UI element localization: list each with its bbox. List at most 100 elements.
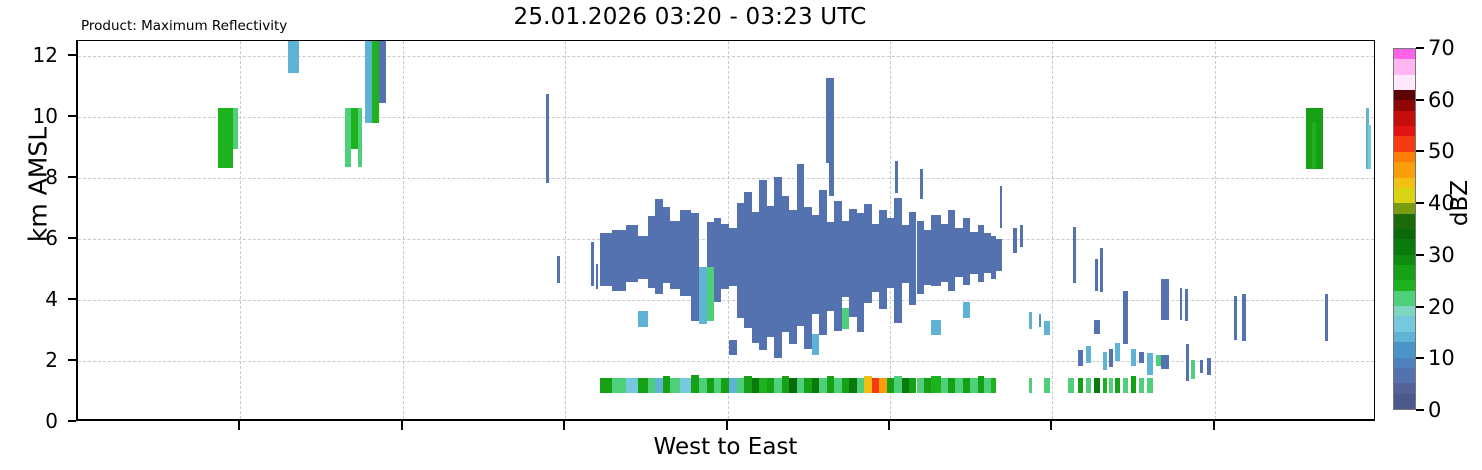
reflectivity-column-segment bbox=[826, 376, 834, 394]
reflectivity-column-segment bbox=[955, 228, 963, 278]
reflectivity-column-segment bbox=[856, 213, 864, 333]
colorbar-tick-label: 0 bbox=[1428, 398, 1442, 422]
reflectivity-column-segment bbox=[611, 229, 627, 291]
reflectivity-column-segment bbox=[895, 161, 898, 194]
colorbar-tick-label: 60 bbox=[1428, 87, 1455, 112]
reflectivity-column-segment bbox=[878, 377, 887, 394]
reflectivity-column-segment bbox=[626, 225, 638, 282]
reflectivity-column-segment bbox=[1312, 121, 1316, 169]
reflectivity-column-segment bbox=[767, 205, 775, 337]
reflectivity-column-segment bbox=[637, 310, 648, 328]
reflectivity-column-segment bbox=[713, 217, 721, 302]
reflectivity-column-segment bbox=[962, 377, 971, 394]
reflectivity-column-segment bbox=[871, 223, 879, 293]
colorbar-band bbox=[1394, 254, 1415, 265]
reflectivity-column-segment bbox=[886, 377, 894, 394]
y-tick-label: 10 bbox=[32, 104, 58, 129]
x-tick-mark bbox=[887, 421, 890, 430]
colorbar-tick-mark bbox=[1416, 409, 1424, 411]
y-axis-labels: 0 2 4 6 8 10 12 bbox=[0, 40, 76, 433]
colorbar-band bbox=[1394, 136, 1415, 152]
y-tick-label: 8 bbox=[45, 165, 58, 190]
reflectivity-column-segment bbox=[990, 236, 997, 279]
colorbar-band bbox=[1394, 383, 1415, 394]
reflectivity-column-segment bbox=[804, 377, 812, 394]
reflectivity-column-segment bbox=[378, 41, 387, 104]
reflectivity-column-segment bbox=[916, 377, 924, 394]
reflectivity-column-segment bbox=[996, 239, 1002, 272]
y-tick-mark bbox=[68, 237, 76, 240]
colorbar-band bbox=[1394, 280, 1415, 291]
colorbar-band bbox=[1394, 367, 1415, 384]
reflectivity-column-segment bbox=[796, 164, 805, 326]
x-tick-mark bbox=[238, 421, 241, 430]
reflectivity-column-segment bbox=[955, 377, 963, 394]
reflectivity-column-segment bbox=[1241, 293, 1246, 342]
reflectivity-column-segment bbox=[811, 214, 820, 314]
colorbar-band bbox=[1394, 90, 1415, 101]
reflectivity-column-segment bbox=[916, 220, 924, 294]
reflectivity-column-segment bbox=[841, 377, 849, 394]
plot-area bbox=[76, 40, 1375, 421]
y-tick-label: 12 bbox=[32, 43, 58, 68]
reflectivity-column-segment bbox=[1161, 354, 1170, 369]
x-tick-mark bbox=[400, 421, 403, 430]
colorbar-band bbox=[1394, 265, 1415, 281]
reflectivity-column-segment bbox=[744, 191, 753, 328]
reflectivity-column-segment bbox=[901, 377, 909, 394]
colorbar-band bbox=[1394, 59, 1415, 75]
reflectivity-column-segment bbox=[804, 207, 812, 349]
product-label: Product: Maximum Reflectivity bbox=[81, 18, 288, 34]
reflectivity-column-segment bbox=[1325, 293, 1328, 342]
colorbar-band bbox=[1394, 177, 1415, 188]
colorbar-tick-label: 50 bbox=[1428, 139, 1455, 164]
reflectivity-column-segment bbox=[1147, 353, 1153, 375]
reflectivity-column-segment bbox=[789, 210, 797, 345]
reflectivity-column-segment bbox=[931, 319, 941, 336]
reflectivity-column-segment bbox=[940, 377, 949, 394]
y-tick-label: 6 bbox=[45, 226, 58, 251]
reflectivity-column-segment bbox=[1102, 351, 1108, 371]
colorbar-band bbox=[1394, 213, 1415, 229]
reflectivity-column-segment bbox=[984, 233, 991, 273]
reflectivity-column-segment bbox=[1191, 359, 1196, 380]
colorbar-band bbox=[1394, 229, 1415, 240]
reflectivity-column-segment bbox=[1131, 376, 1137, 394]
reflectivity-column-segment bbox=[893, 197, 902, 323]
reflectivity-column-segment bbox=[637, 236, 648, 279]
reflectivity-column-segment bbox=[886, 217, 894, 288]
reflectivity-column-segment bbox=[611, 377, 627, 394]
x-axis-title: West to East bbox=[653, 434, 798, 460]
reflectivity-column-segment bbox=[357, 108, 363, 168]
y-tick-mark bbox=[68, 115, 76, 118]
reflectivity-column-segment bbox=[901, 225, 909, 284]
reflectivity-column-segment bbox=[948, 377, 956, 394]
reflectivity-column-segment bbox=[680, 210, 692, 296]
x-tick-mark bbox=[563, 421, 566, 430]
reflectivity-column-segment bbox=[217, 108, 233, 169]
reflectivity-column-segment bbox=[1199, 359, 1203, 374]
reflectivity-column-segment bbox=[948, 210, 956, 291]
x-tick-mark bbox=[1050, 421, 1053, 430]
reflectivity-column-segment bbox=[863, 204, 872, 304]
reflectivity-column-segment bbox=[970, 231, 978, 275]
reflectivity-column-segment bbox=[826, 77, 830, 163]
reflectivity-column-segment bbox=[1367, 124, 1371, 169]
reflectivity-column-segment bbox=[706, 222, 714, 267]
reflectivity-column-segment bbox=[848, 377, 857, 394]
y-tick-mark bbox=[68, 176, 76, 179]
colorbar-gradient bbox=[1393, 48, 1416, 410]
reflectivity-column-segment bbox=[977, 225, 985, 282]
gridline-vertical bbox=[1052, 41, 1054, 419]
reflectivity-column-segment bbox=[647, 216, 655, 288]
reflectivity-column-segment bbox=[1115, 342, 1120, 362]
reflectivity-column-segment bbox=[811, 377, 820, 394]
reflectivity-column-segment bbox=[940, 223, 949, 282]
reflectivity-column-segment bbox=[545, 94, 550, 183]
reflectivity-column-segment bbox=[691, 374, 699, 394]
reflectivity-column-segment bbox=[1186, 344, 1189, 381]
reflectivity-column-segment bbox=[919, 169, 923, 200]
reflectivity-column-segment bbox=[663, 376, 671, 394]
colorbar bbox=[1393, 48, 1416, 410]
